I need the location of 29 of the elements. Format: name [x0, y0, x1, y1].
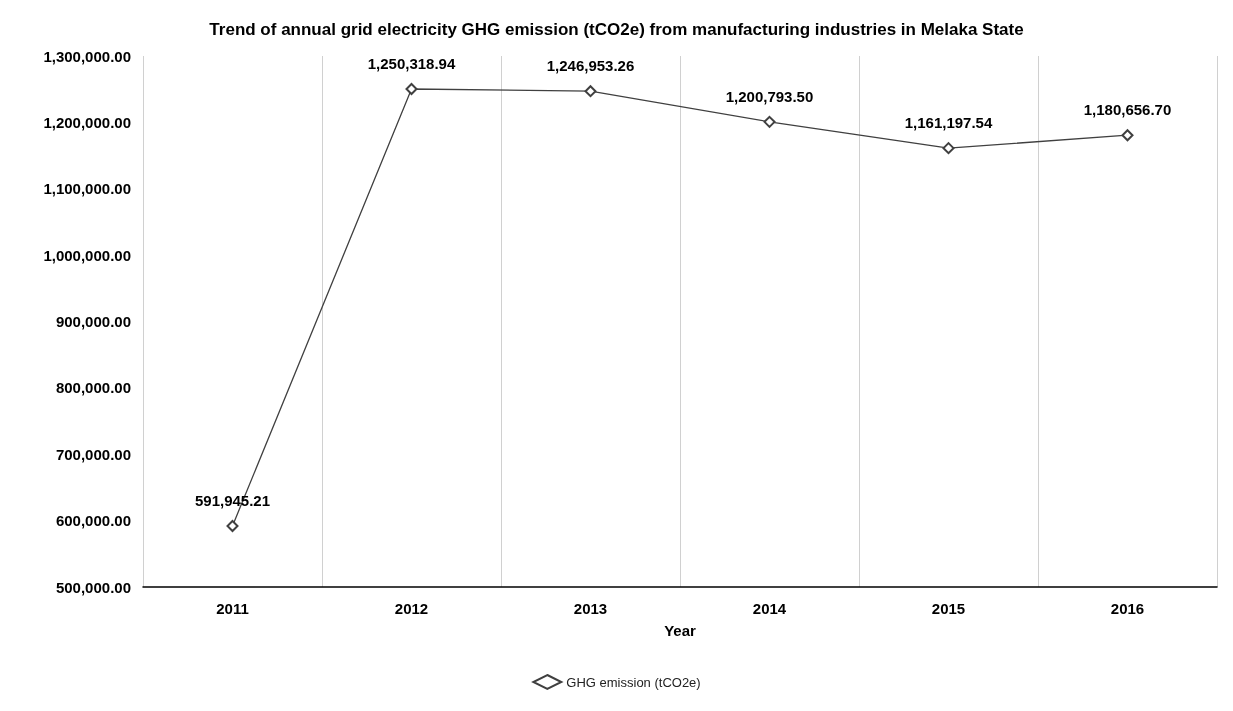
x-axis-title: Year	[664, 622, 697, 639]
x-tick-label: 2011	[216, 600, 249, 617]
y-tick-label: 1,000,000.00	[43, 246, 131, 264]
y-tick-label: 500,000.00	[55, 578, 131, 596]
x-tick-label: 2013	[573, 600, 608, 617]
y-tick-label: 900,000.00	[55, 313, 131, 330]
y-tick-label: 1,100,000.00	[43, 180, 131, 198]
chart-title: Trend of annual grid electricity GHG emission (tCO2e) from manufacturing industries in Melaka State	[209, 20, 1024, 39]
data-label: 1,180,656.70	[1083, 101, 1172, 119]
data-label: 1,250,318.94	[367, 54, 456, 72]
point	[1121, 129, 1134, 142]
point	[942, 142, 955, 155]
point	[405, 82, 418, 95]
x-tick-label: 2012	[394, 600, 429, 617]
data-label: 1,200,793.50	[725, 87, 814, 105]
x-tick-label: 2016	[1110, 600, 1145, 617]
y-tick-label: 800,000.00	[55, 379, 131, 397]
legend-label: GHG emission (tCO2e)	[566, 674, 701, 690]
x-tick-label: 2014	[752, 600, 787, 617]
y-tick-label: 600,000.00	[55, 512, 131, 530]
data-label: 1,246,953.26	[546, 57, 635, 75]
y-tick-label: 1,300,000.00	[43, 47, 131, 65]
point	[226, 519, 239, 532]
y-tick-label: 1,200,000.00	[43, 113, 131, 131]
point	[763, 115, 776, 128]
x-tick-label: 2015	[931, 600, 966, 617]
y-tick-label: 700,000.00	[55, 445, 131, 463]
point	[584, 85, 597, 98]
data-label: 1,161,197.54	[904, 114, 993, 132]
